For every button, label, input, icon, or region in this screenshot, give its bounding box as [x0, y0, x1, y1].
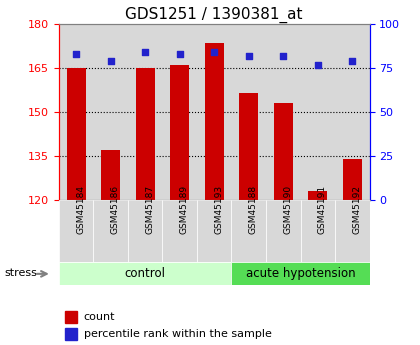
Point: [176, 51, 183, 57]
Point: [245, 53, 252, 59]
Bar: [101, 150, 120, 200]
Bar: [163, 24, 197, 200]
Bar: [266, 200, 301, 262]
Bar: [343, 159, 362, 200]
Bar: [59, 200, 93, 262]
Text: GSM45184: GSM45184: [76, 185, 85, 234]
Bar: [335, 24, 370, 200]
Point: [349, 58, 356, 64]
Bar: [239, 93, 258, 200]
Bar: [66, 68, 86, 200]
Text: percentile rank within the sample: percentile rank within the sample: [84, 329, 272, 339]
Bar: [197, 24, 231, 200]
Bar: [274, 104, 293, 200]
Bar: [231, 262, 370, 285]
Bar: [231, 200, 266, 262]
Text: GSM45193: GSM45193: [214, 185, 223, 234]
Text: GSM45187: GSM45187: [145, 185, 154, 234]
Bar: [231, 24, 266, 200]
Bar: [301, 24, 335, 200]
Text: GSM45189: GSM45189: [180, 185, 189, 234]
Bar: [65, 310, 77, 323]
Bar: [128, 200, 163, 262]
Point: [107, 58, 114, 64]
Text: GSM45192: GSM45192: [352, 185, 361, 234]
Bar: [170, 65, 189, 200]
Text: stress: stress: [5, 268, 37, 278]
Bar: [301, 200, 335, 262]
Bar: [266, 24, 301, 200]
Point: [315, 62, 321, 67]
Bar: [136, 68, 155, 200]
Bar: [93, 24, 128, 200]
Bar: [59, 262, 231, 285]
Text: GSM45188: GSM45188: [249, 185, 258, 234]
Bar: [308, 191, 327, 200]
Point: [142, 50, 149, 55]
Text: control: control: [125, 267, 165, 280]
Bar: [205, 43, 224, 200]
Bar: [163, 200, 197, 262]
Text: GSM45191: GSM45191: [318, 185, 327, 234]
Point: [280, 53, 286, 59]
Bar: [197, 200, 231, 262]
Bar: [128, 24, 163, 200]
Text: count: count: [84, 312, 115, 322]
Bar: [59, 24, 93, 200]
Point: [73, 51, 79, 57]
Bar: [335, 200, 370, 262]
Bar: [93, 200, 128, 262]
Point: [211, 50, 218, 55]
Text: GSM45186: GSM45186: [110, 185, 120, 234]
Text: acute hypotension: acute hypotension: [246, 267, 355, 280]
Text: GSM45190: GSM45190: [283, 185, 292, 234]
Title: GDS1251 / 1390381_at: GDS1251 / 1390381_at: [126, 7, 303, 23]
Bar: [65, 328, 77, 340]
